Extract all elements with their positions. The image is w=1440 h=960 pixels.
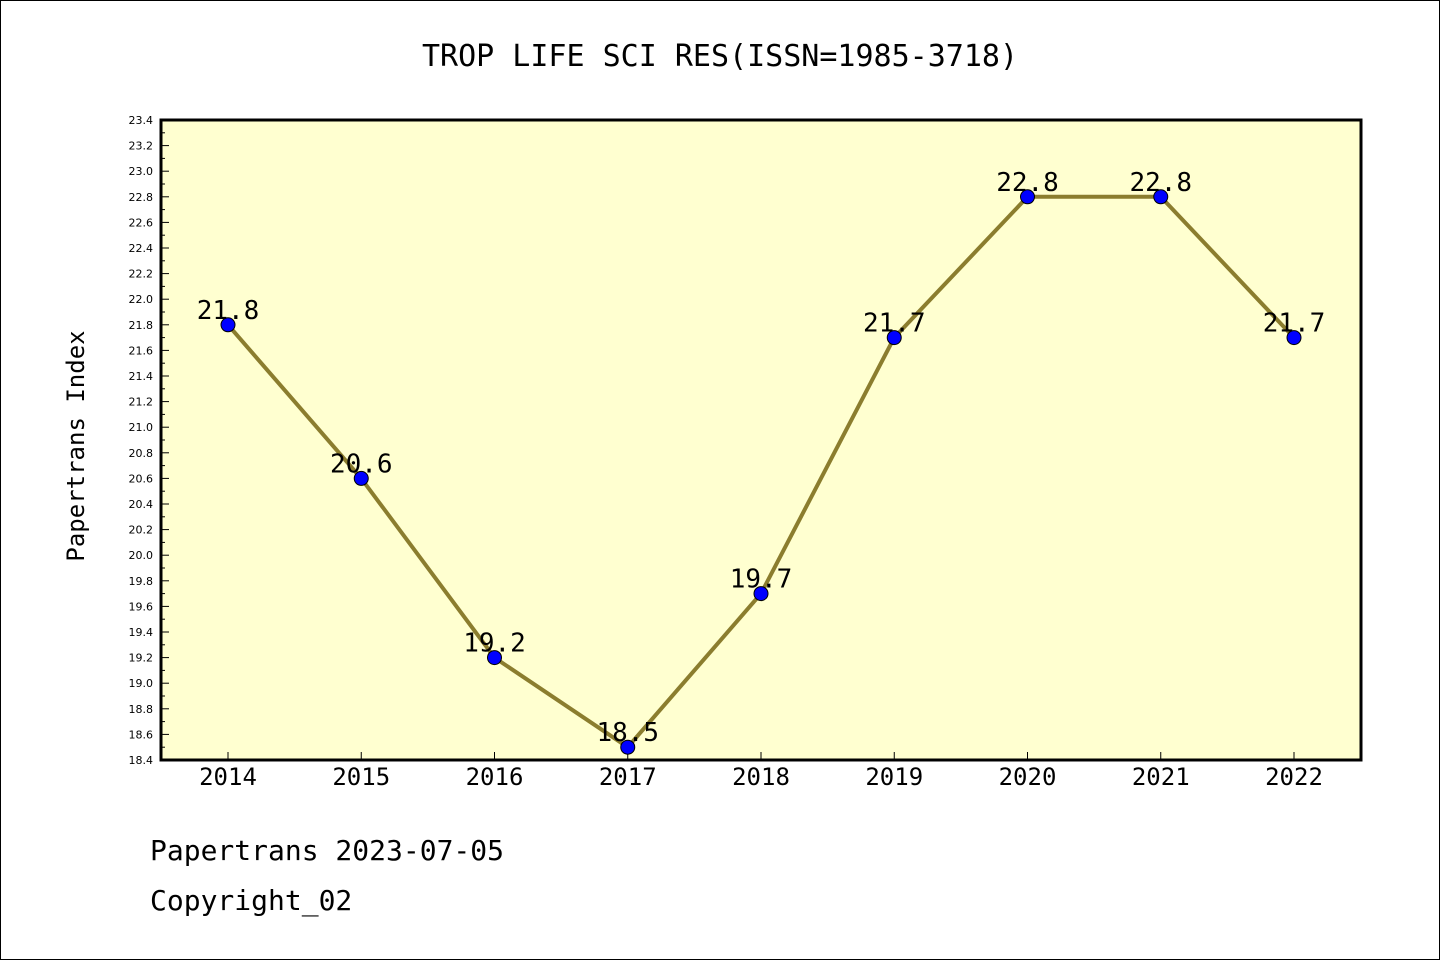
y-tick-label: 19.4 xyxy=(129,626,154,639)
y-tick-label: 22.4 xyxy=(129,242,154,255)
y-tick-label: 19.8 xyxy=(129,575,154,588)
y-tick-label: 19.0 xyxy=(129,677,154,690)
series-group: 21.8 20.6 19.2 18.5 19.7 21.7 22.8 22.8 21.7 xyxy=(197,168,1326,755)
x-tick-label: 2015 xyxy=(332,763,390,791)
data-point xyxy=(353,470,369,486)
data-point xyxy=(620,739,636,755)
data-label: 20.6 xyxy=(330,449,393,479)
x-tick-label: 2017 xyxy=(599,763,657,791)
data-point xyxy=(1020,189,1035,205)
y-tick-label: 21.8 xyxy=(129,319,154,332)
y-tick-label: 21.2 xyxy=(129,396,154,409)
data-point xyxy=(886,330,902,346)
y-tick-label: 18.8 xyxy=(129,703,154,716)
x-axis-ticks: 2014 2015 2016 2017 2018 2019 2020 2021 2022 xyxy=(199,752,1323,791)
y-tick-label: 18.6 xyxy=(129,728,154,741)
y-tick-label: 23.2 xyxy=(129,140,154,153)
x-tick-label: 2022 xyxy=(1265,763,1323,791)
x-tick-label: 2021 xyxy=(1132,763,1190,791)
y-tick-label: 23.0 xyxy=(129,165,154,178)
data-point xyxy=(753,586,769,602)
data-point xyxy=(1153,189,1169,205)
y-tick-label: 20.4 xyxy=(129,498,154,511)
x-tick-label: 2018 xyxy=(732,763,790,791)
data-label: 19.7 xyxy=(730,565,793,595)
plot-border xyxy=(159,118,1363,762)
x-tick-label: 2019 xyxy=(865,763,923,791)
y-tick-label: 20.6 xyxy=(129,472,154,485)
y-tick-label: 22.2 xyxy=(129,268,154,281)
data-label: 21.8 xyxy=(197,296,260,326)
x-tick-label: 2016 xyxy=(466,763,524,791)
footer-copyright: Copyright_02 xyxy=(150,884,353,917)
y-tick-label: 20.8 xyxy=(129,447,154,460)
x-tick-label: 2014 xyxy=(199,763,257,791)
plot-area xyxy=(161,120,1361,760)
y-tick-label: 20.2 xyxy=(129,524,154,537)
y-axis-ticks: 18.4 18.6 18.8 19.0 19.2 19.4 19.6 19.8 20.0 20.2… xyxy=(129,114,169,767)
y-tick-label: 21.6 xyxy=(129,344,154,357)
chart-title: TROP LIFE SCI RES(ISSN=1985-3718) xyxy=(422,39,1018,74)
data-point xyxy=(220,317,236,333)
data-label: 22.8 xyxy=(1129,168,1192,198)
y-tick-label: 22.8 xyxy=(129,191,154,204)
footer-date: Papertrans 2023-07-05 xyxy=(150,834,505,867)
data-label: 19.2 xyxy=(463,629,526,659)
data-point xyxy=(487,650,502,666)
data-label: 18.5 xyxy=(596,718,659,748)
y-tick-label: 19.6 xyxy=(129,600,154,613)
data-point xyxy=(1286,330,1302,346)
y-tick-label: 21.0 xyxy=(129,421,154,434)
y-tick-label: 20.0 xyxy=(129,549,154,562)
data-label: 21.7 xyxy=(1263,309,1326,339)
y-tick-label: 19.2 xyxy=(129,652,154,665)
y-tick-label: 22.6 xyxy=(129,216,154,229)
x-tick-label: 2020 xyxy=(999,763,1057,791)
y-tick-label: 23.4 xyxy=(129,114,154,127)
data-label: 22.8 xyxy=(996,168,1059,198)
y-axis-label: Papertrans Index xyxy=(62,330,90,561)
y-tick-label: 22.0 xyxy=(129,293,154,306)
y-tick-label: 18.4 xyxy=(129,754,154,767)
data-label: 21.7 xyxy=(863,309,926,339)
y-tick-label: 21.4 xyxy=(129,370,154,383)
